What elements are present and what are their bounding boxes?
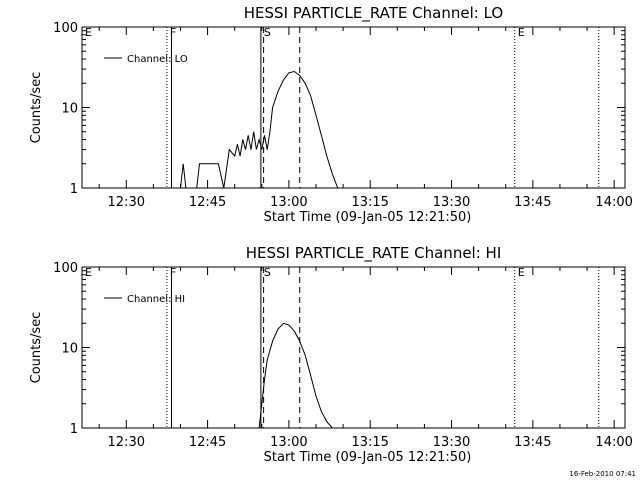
panel-1-event-flag: S [264, 26, 271, 39]
panel-2-legend-label: Channel: HI [127, 294, 185, 305]
panel-1-event-flag: F [170, 26, 176, 39]
panel-2-event-flag: S [264, 266, 271, 279]
panel-1-x-tick-label: 13:00 [270, 195, 307, 210]
panel-2: HESSI PARTICLE_RATE Channel: HI 1 10 100 Cou… [29, 244, 633, 465]
panel-1-series-line [180, 70, 339, 189]
panel-2-x-tick-label: 12:45 [189, 435, 226, 450]
panel-2-x-tick-label: 13:00 [270, 435, 307, 450]
panel-1: HESSI PARTICLE_RATE Channel: LO 1 10 100 Cou… [29, 4, 633, 225]
panel-2-y-tick-label: 100 [53, 261, 78, 276]
panel-1-x-tick-label: 14:00 [595, 195, 632, 210]
panel-1-x-tick-label: 12:45 [189, 195, 226, 210]
panel-2-y-tick-label: 10 [61, 342, 78, 357]
panel-2-x-tick-label: 12:30 [108, 435, 145, 450]
panel-2-frame [81, 266, 626, 429]
panel-2-x-tick-label: 13:15 [351, 435, 388, 450]
panel-1-x-tick-label: 13:15 [351, 195, 388, 210]
panel-2-x-tick-label: 13:30 [433, 435, 470, 450]
panel-2-event-flag: F [170, 266, 176, 279]
panel-1-frame [81, 26, 626, 189]
panel-2-x-tick-label: 13:45 [514, 435, 551, 450]
panel-1-y-tick-label: 10 [61, 102, 78, 117]
panel-1-x-tick-label: 13:45 [514, 195, 551, 210]
panel-2-x-tick-label: 14:00 [595, 435, 632, 450]
panel-1-title: HESSI PARTICLE_RATE Channel: LO [244, 4, 503, 23]
footer-timestamp: 16-Feb-2010 07:41 [569, 470, 636, 478]
panel-1-x-tick-label: 13:30 [433, 195, 470, 210]
panel-2-x-axis-label: Start Time (09-Jan-05 12:21:50) [264, 450, 472, 465]
panel-2-y-tick-label: 1 [70, 422, 78, 437]
panel-1-x-axis-label: Start Time (09-Jan-05 12:21:50) [264, 210, 472, 225]
panel-2-title: HESSI PARTICLE_RATE Channel: HI [246, 244, 502, 263]
panel-1-event-flag: E [518, 26, 525, 39]
panel-1-event-flag: E [85, 26, 92, 39]
panel-2-y-axis-label: Counts/sec [29, 312, 44, 384]
panel-1-y-axis-label: Counts/sec [29, 72, 44, 144]
panel-1-legend-label: Channel: LO [127, 54, 188, 65]
panel-1-y-tick-label: 100 [53, 21, 78, 36]
panel-2-event-flag: E [85, 266, 92, 279]
panel-1-x-tick-label: 12:30 [108, 195, 145, 210]
panel-2-series-line [258, 322, 333, 429]
panel-1-y-tick-label: 1 [70, 182, 78, 197]
panel-2-event-flag: E [518, 266, 525, 279]
